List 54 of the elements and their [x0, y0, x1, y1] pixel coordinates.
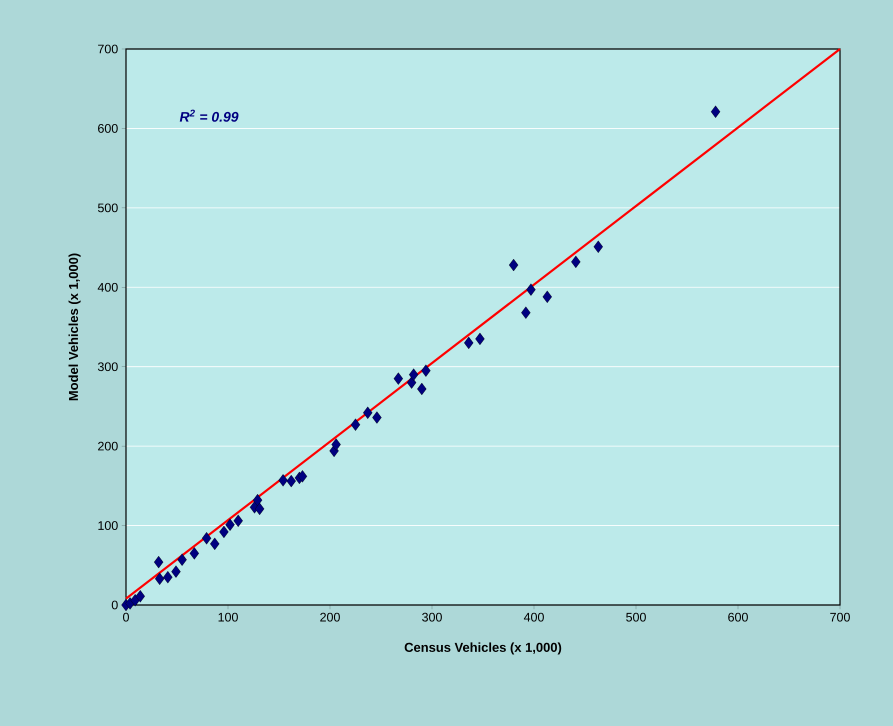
point: [163, 571, 173, 584]
y-axis-title: Model Vehicles (x 1,000): [68, 254, 81, 400]
point: [464, 336, 474, 350]
x-tick-label: 700: [830, 612, 850, 622]
point: [154, 556, 164, 568]
point: [254, 502, 264, 516]
point: [136, 590, 145, 602]
x-tick-label: 300: [422, 612, 442, 622]
x-tick-label: 0: [123, 612, 129, 622]
point: [475, 332, 485, 346]
y-tick-label: 700: [98, 44, 118, 54]
y-tick-label: 200: [98, 442, 118, 451]
point: [286, 474, 296, 488]
point: [171, 565, 181, 578]
x-tick-label: 200: [320, 612, 340, 622]
point: [508, 258, 518, 272]
x-tick-label: 600: [728, 612, 748, 622]
point: [331, 438, 341, 451]
point: [219, 526, 229, 538]
point: [154, 572, 164, 585]
point: [350, 418, 360, 431]
y-tick-label: 100: [98, 521, 118, 530]
y-tick-label: 600: [98, 124, 118, 133]
x-tick-label: 100: [218, 612, 238, 622]
annotation: R$^{2}$ = 0.99: [180, 110, 238, 122]
x-tick-label: 400: [524, 612, 544, 622]
point: [394, 372, 404, 385]
x-axis-title: Census Vehicles (x 1,000): [404, 642, 562, 654]
point: [594, 240, 603, 253]
y-tick-label: 300: [98, 362, 118, 372]
point: [521, 306, 531, 319]
point: [210, 538, 220, 550]
point: [421, 364, 431, 377]
point: [710, 106, 720, 118]
point: [298, 470, 308, 482]
point: [252, 494, 262, 506]
point: [202, 532, 212, 544]
point: [177, 554, 187, 566]
point: [526, 283, 536, 296]
x-tick-label: 500: [626, 612, 646, 622]
y-tick-label: 0: [112, 600, 118, 610]
point: [406, 376, 416, 389]
point: [363, 406, 372, 419]
y-tick-label: 400: [98, 282, 118, 292]
point: [408, 368, 418, 381]
point: [542, 290, 552, 303]
point: [190, 547, 200, 560]
point: [234, 514, 243, 527]
point: [225, 518, 235, 531]
point: [571, 256, 581, 268]
point: [278, 474, 288, 486]
point: [372, 411, 382, 424]
y-tick-label: 500: [98, 203, 118, 212]
point: [417, 382, 426, 396]
